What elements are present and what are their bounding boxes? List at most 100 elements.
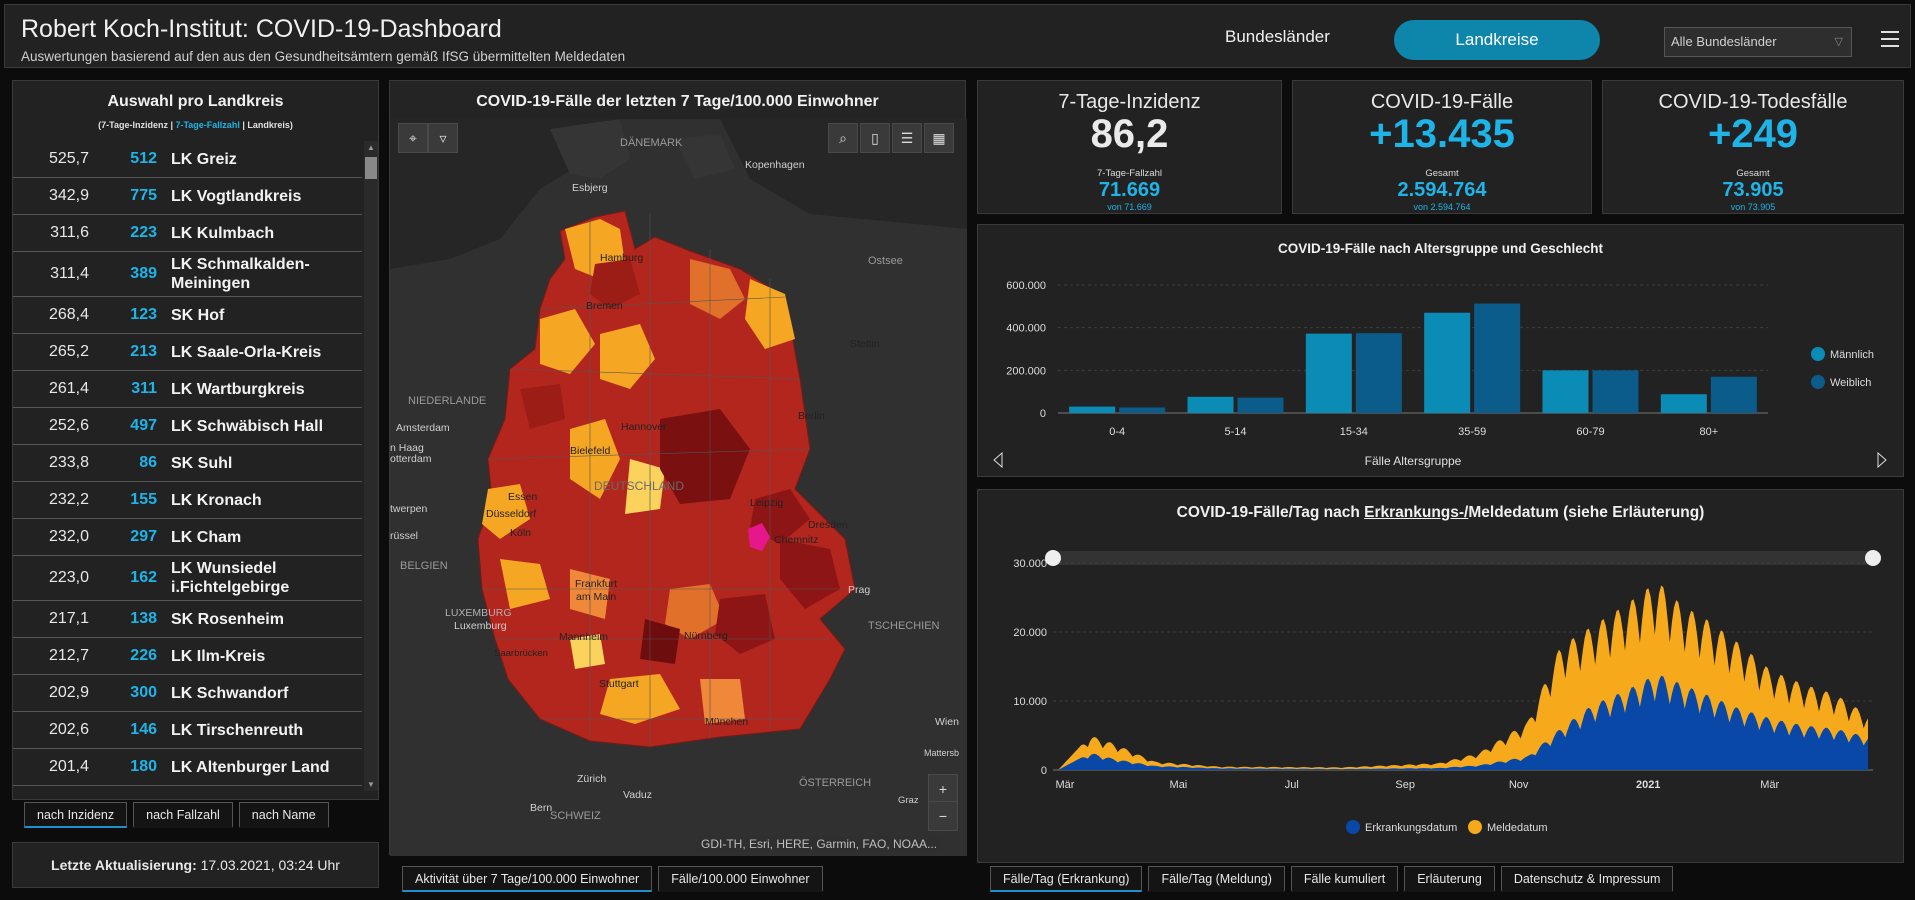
landkreis-row[interactable]: 311,6 223 LK Kulmbach: [13, 215, 362, 252]
bar-männlich[interactable]: [1542, 370, 1589, 413]
list-legend: (7-Tage-Inzidenz | 7-Tage-Fallzahl | Lan…: [13, 120, 378, 130]
chevron-down-icon[interactable]: ▿: [428, 123, 458, 153]
landkreis-row[interactable]: 265,2 213 LK Saale-Orla-Kreis: [13, 334, 362, 371]
bar-weiblich[interactable]: [1119, 407, 1166, 413]
daily-chart[interactable]: 0 10.000 20.000 30.000 Mär Mai Jul Sep Nov 2021 Mä…: [978, 490, 1903, 862]
select-tool-icon[interactable]: ⌖: [398, 123, 428, 153]
landkreis-row[interactable]: 252,6 497 LK Schwäbisch Hall: [13, 408, 362, 445]
x-tick-label: 2021: [1636, 779, 1660, 791]
x-tick-label: 0-4: [1109, 426, 1125, 438]
bar-weiblich[interactable]: [1237, 397, 1284, 413]
y-tick-label: 200.000: [1006, 365, 1046, 377]
tab-faelle-kumuliert[interactable]: Fälle kumuliert: [1290, 866, 1399, 892]
bar-männlich[interactable]: [1305, 333, 1352, 413]
landkreis-row[interactable]: 232,2 155 LK Kronach: [13, 482, 362, 519]
scroll-up-icon[interactable]: ▲: [367, 143, 375, 152]
landkreis-row[interactable]: 202,9 300 LK Schwandorf: [13, 675, 362, 712]
bar-männlich[interactable]: [1660, 394, 1707, 413]
landkreis-row[interactable]: 342,9 775 LK Vogtlandkreis: [13, 178, 362, 215]
landkreis-row[interactable]: 268,4 123 SK Hof: [13, 297, 362, 334]
landkreis-row[interactable]: 261,4 311 LK Wartburgkreis: [13, 371, 362, 408]
legend-part: (7-Tage-Inzidenz |: [98, 120, 176, 130]
y-tick-label: 20.000: [1013, 627, 1047, 639]
map-label: am Main: [576, 591, 616, 603]
landkreis-row[interactable]: 223,0 162 LK Wunsiedel i.Fichtelgebirge: [13, 556, 362, 601]
bar-weiblich[interactable]: [1592, 370, 1639, 413]
landkreis-row[interactable]: 232,0 297 LK Cham: [13, 519, 362, 556]
landkreis-list: 525,7 512 LK Greiz 342,9 775 LK Vogtlandkreis…: [13, 141, 362, 791]
kpi-sub-value: 71.669: [1098, 179, 1161, 201]
legend-part: | Landkreis): [239, 120, 293, 130]
bundesland-select[interactable]: Alle Bundesländer ▽: [1664, 27, 1852, 57]
row-fallzahl: 155: [130, 491, 157, 508]
tab-faelle-tag-meldung[interactable]: Fälle/Tag (Meldung): [1148, 866, 1285, 892]
map-label: Vaduz: [623, 789, 652, 801]
kpi-sub-label: 7-Tage-Fallzahl: [1097, 168, 1162, 179]
map-attribution: GDI-TH, Esri, HERE, Garmin, FAO, NOAA...: [697, 836, 942, 852]
x-tick-label: Sep: [1395, 779, 1415, 791]
landkreis-row[interactable]: 201,4 180 LK Altenburger Land: [13, 749, 362, 786]
row-name: SK Rosenheim: [171, 610, 284, 628]
legend-fallzahl: 7-Tage-Fallzahl: [175, 120, 240, 130]
x-tick-label: Jul: [1285, 779, 1299, 791]
tab-nach-inzidenz[interactable]: nach Inzidenz: [24, 802, 128, 828]
landkreis-row[interactable]: 311,4 389 LK Schmalkalden-Meiningen: [13, 252, 362, 297]
bar-weiblich[interactable]: [1474, 303, 1521, 413]
tab-erlaeuterung[interactable]: Erläuterung: [1404, 866, 1495, 892]
row-fallzahl: 512: [130, 150, 157, 167]
tab-nach-name[interactable]: nach Name: [238, 802, 329, 828]
search-icon[interactable]: ⌕: [828, 123, 858, 153]
bundeslaender-button[interactable]: Bundesländer: [1225, 27, 1330, 46]
bundesland-select-value: Alle Bundesländer: [1671, 34, 1777, 49]
landkreis-row[interactable]: 233,8 86 SK Suhl: [13, 445, 362, 482]
row-fallzahl: 223: [130, 224, 157, 241]
chevron-right-icon[interactable]: [1877, 451, 1887, 469]
row-fallzahl: 123: [130, 306, 157, 323]
landkreis-row[interactable]: 212,7 226 LK Ilm-Kreis: [13, 638, 362, 675]
scrollbar-thumb[interactable]: [365, 157, 377, 179]
tab-nach-fallzahl[interactable]: nach Fallzahl: [133, 802, 233, 828]
bar-männlich[interactable]: [1187, 396, 1234, 413]
last-update: Letzte Aktualisierung: 17.03.2021, 03:24…: [12, 842, 379, 888]
x-tick-label: Mär: [1760, 779, 1779, 791]
landkreis-row[interactable]: 217,1 138 SK Rosenheim: [13, 601, 362, 638]
bar-weiblich[interactable]: [1710, 376, 1757, 413]
zoom-in-button[interactable]: +: [928, 774, 958, 804]
row-name: LK Tirschenreuth: [171, 721, 304, 739]
row-name: LK Altenburger Land: [171, 758, 330, 776]
tab-datenschutz[interactable]: Datenschutz & Impressum: [1500, 866, 1674, 892]
x-tick-label: 5-14: [1224, 426, 1246, 438]
hamburger-menu-icon[interactable]: [1881, 31, 1899, 47]
kpi-sub-small: von 2.594.764: [1413, 202, 1471, 212]
bar-männlich[interactable]: [1069, 406, 1116, 413]
basemap-gallery-icon[interactable]: ▦: [924, 123, 954, 153]
x-tick-label: 35-59: [1458, 426, 1486, 438]
scroll-down-icon[interactable]: ▼: [367, 780, 375, 789]
kpi-title: COVID-19-Todesfälle: [1658, 91, 1848, 113]
row-inzidenz: 232,2: [48, 491, 89, 508]
tab-faelle-pro-einwohner[interactable]: Fälle/100.000 Einwohner: [658, 866, 823, 892]
map-label: DÄNEMARK: [620, 137, 683, 149]
tab-faelle-tag-erkrankung[interactable]: Fälle/Tag (Erkrankung): [990, 866, 1143, 892]
landkreise-button[interactable]: Landkreise: [1394, 20, 1600, 60]
landkreis-row[interactable]: 202,6 146 LK Tirschenreuth: [13, 712, 362, 749]
row-name: LK Wartburgkreis: [171, 380, 305, 398]
chevron-left-icon[interactable]: [993, 451, 1003, 469]
row-fallzahl: 300: [130, 684, 157, 701]
slider-handle-left[interactable]: [1045, 550, 1061, 566]
bar-männlich[interactable]: [1424, 312, 1471, 413]
time-slider-track[interactable]: [1053, 551, 1873, 565]
bar-weiblich[interactable]: [1355, 333, 1402, 413]
row-inzidenz: 311,4: [50, 265, 89, 282]
layer-list-icon[interactable]: ☰: [892, 123, 922, 153]
row-fallzahl: 138: [130, 610, 157, 627]
landkreis-row[interactable]: 525,7 512 LK Greiz: [13, 141, 362, 178]
map-canvas[interactable]: DÄNEMARK Kopenhagen Esbjerg Ostsee NIEDE…: [390, 119, 967, 856]
tab-aktivitaet[interactable]: Aktivität über 7 Tage/100.000 Einwohner: [402, 866, 653, 892]
legend-swatch: [1811, 347, 1825, 361]
map-label: BELGIEN: [400, 560, 448, 572]
zoom-out-button[interactable]: −: [928, 801, 958, 831]
bookmark-icon[interactable]: ▯: [860, 123, 890, 153]
slider-handle-right[interactable]: [1865, 550, 1881, 566]
list-scrollbar[interactable]: ▲ ▼: [364, 141, 378, 791]
